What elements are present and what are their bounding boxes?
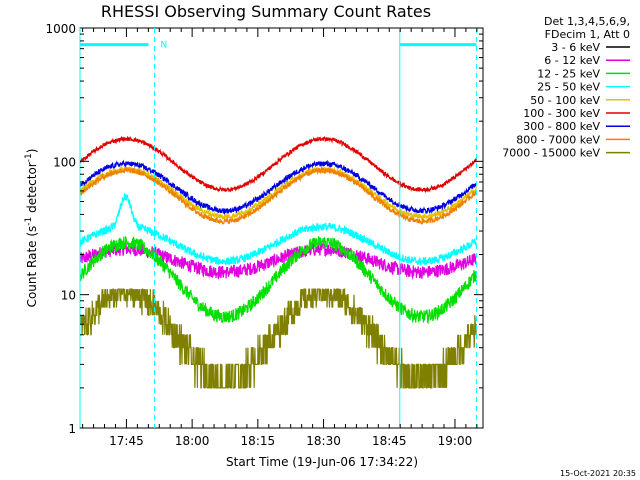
- y-axis-label-part3: ): [25, 149, 39, 154]
- legend-label: 3 - 6 keV: [551, 41, 600, 54]
- y-axis: 1 10 100 1000: [45, 22, 483, 436]
- legend-label: 7000 - 15000 keV: [502, 147, 600, 160]
- legend-label: 300 - 800 keV: [523, 120, 600, 133]
- flag-bar-label: N: [160, 41, 167, 51]
- series-line-800-7000-kev: [79, 166, 477, 225]
- x-axis: 17:45 18:00 18:15 18:30 18:45 19:00: [82, 28, 478, 448]
- y-tick-label: 100: [53, 155, 76, 169]
- series-line-7000-15000-kev: [80, 288, 477, 389]
- y-axis-label-part1: Count Rate (s: [25, 226, 39, 308]
- legend: Det 1,3,4,5,6,9, FDecim 1, Att 0 3 - 6 k…: [502, 15, 630, 160]
- series-line-25-50-kev: [79, 193, 477, 266]
- y-axis-label: Count Rate (s-1 detector-1): [24, 149, 39, 308]
- x-tick-label: 18:15: [241, 434, 276, 448]
- x-tick-label: 17:45: [109, 434, 144, 448]
- chart-title: RHESSI Observing Summary Count Rates: [101, 2, 431, 21]
- x-axis-label: Start Time (19-Jun-06 17:34:22): [226, 455, 418, 469]
- series-layer: [79, 135, 477, 389]
- legend-label: 800 - 7000 keV: [516, 133, 600, 146]
- series-line-12-25-kev: [79, 235, 477, 325]
- x-tick-label: 18:45: [372, 434, 407, 448]
- legend-header-line-1: Det 1,3,4,5,6,9,: [544, 15, 630, 28]
- series-line-100-300-kev: [79, 135, 477, 194]
- legend-header-line-2: FDecim 1, Att 0: [545, 28, 630, 41]
- y-tick-label: 1: [68, 422, 76, 436]
- legend-label: 50 - 100 keV: [530, 94, 600, 107]
- x-tick-label: 18:30: [306, 434, 341, 448]
- legend-label: 6 - 12 keV: [544, 54, 600, 67]
- overlay-layer: N: [79, 28, 477, 428]
- x-tick-label: 19:00: [438, 434, 473, 448]
- footer-timestamp: 15-Oct-2021 20:35: [560, 469, 636, 478]
- y-axis-label-sup1: -1: [24, 217, 34, 226]
- y-axis-label-sup2: -1: [24, 153, 34, 162]
- x-tick-label: 18:00: [175, 434, 210, 448]
- legend-label: 25 - 50 keV: [537, 81, 600, 94]
- y-axis-label-part2: detector: [25, 162, 39, 217]
- plot-area: N 1 10 100 1000 17:45 18:00 18:15 18:30 18:45 19…: [45, 22, 484, 448]
- y-tick-label: 1000: [45, 22, 76, 36]
- legend-label: 12 - 25 keV: [537, 67, 600, 80]
- y-tick-label: 10: [61, 289, 76, 303]
- legend-label: 100 - 300 keV: [523, 107, 600, 120]
- series-line-300-800-kev: [79, 159, 477, 216]
